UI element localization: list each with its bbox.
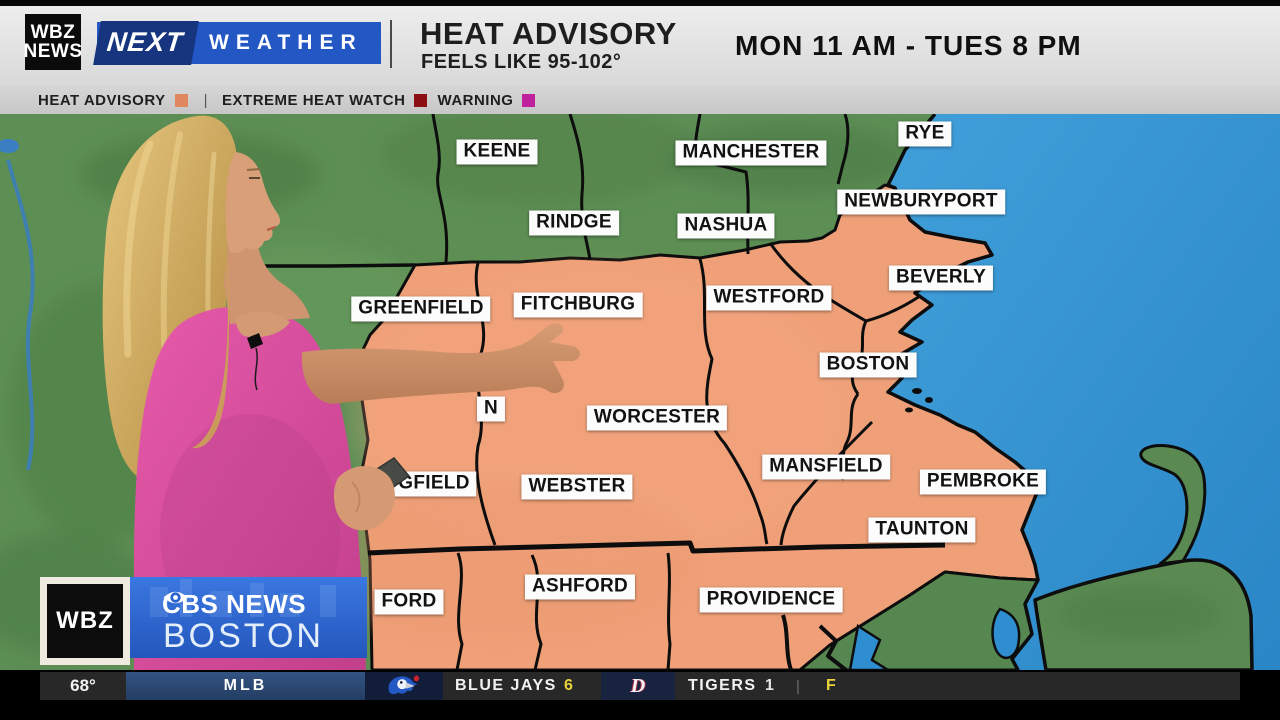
wbz-logo-line1: WBZ (30, 21, 76, 43)
advisory-time-range: MON 11 AM - TUES 8 PM (735, 30, 1082, 61)
map-label-beverly: BEVERLY (888, 265, 994, 291)
skyline-art (150, 579, 336, 617)
cbs-news-text: CBS NEWS (162, 589, 307, 619)
advisory-swatch (174, 93, 188, 107)
next-weather-logo: NEXT WEATHER (93, 21, 381, 65)
map-label-ford: FORD (374, 589, 444, 615)
wbz-bug-text: WBZ (56, 607, 114, 634)
map-label-gfield: GFIELD (391, 471, 477, 497)
advisory-title: HEAT ADVISORY (420, 16, 677, 51)
map-label-ashford: ASHFORD (524, 574, 636, 600)
cbs-eye-icon (163, 591, 188, 604)
warning-swatch (522, 93, 536, 107)
away-team-score: 6 (564, 677, 573, 694)
lake (0, 139, 19, 153)
advisory-subtitle: FEELS LIKE 95-102° (421, 51, 622, 73)
legend-item-watch: EXTREME HEAT WATCH (222, 92, 437, 109)
map-label-taunton: TAUNTON (868, 517, 976, 543)
blue-jays-icon (388, 675, 420, 695)
map-label-rindge: RINDGE (529, 210, 619, 236)
current-temperature: 68° (70, 676, 96, 695)
legend-advisory-label: HEAT ADVISORY (38, 91, 166, 109)
map-label-mansfield: MANSFIELD (762, 454, 890, 480)
game-status-final: F (826, 677, 836, 694)
bay2 (848, 623, 891, 670)
legend-item-advisory: HEAT ADVISORY (38, 92, 198, 109)
map-label-pembroke: PEMBROKE (919, 469, 1047, 495)
map-label-fitchburg: FITCHBURG (513, 292, 643, 318)
map-label-keene: KEENE (456, 139, 538, 165)
league-badge: MLB (126, 672, 365, 700)
legend-warning-label: WARNING (437, 91, 514, 109)
tigers-logo: D (601, 672, 675, 700)
legend-divider: | (203, 91, 209, 109)
next-logo-badge: NEXT (93, 21, 199, 65)
map-label-n: N (476, 396, 506, 422)
map-label-providence: PROVIDENCE (699, 587, 843, 613)
boston-text: BOSTON (163, 617, 324, 655)
weather-logo-text: WEATHER (209, 31, 363, 54)
map-label-nashua: NASHUA (677, 213, 775, 239)
map-label-webster: WEBSTER (521, 474, 633, 500)
watch-swatch (414, 93, 428, 107)
legend-watch-label: EXTREME HEAT WATCH (222, 91, 406, 109)
sports-ticker: 68° MLB BLUE JAYS 6 D TIGERS 1 | F (40, 672, 1240, 700)
cbs-news-boston-logo: CBS NEWS BOSTON (130, 577, 367, 658)
map-label-manchester: MANCHESTER (675, 140, 827, 166)
map-label-newburyport: NEWBURYPORT (837, 189, 1005, 215)
map-label-greenfield: GREENFIELD (351, 296, 491, 322)
ocean (882, 114, 1280, 670)
cape-cod (1033, 444, 1254, 670)
river (6, 159, 35, 471)
home-team-name: TIGERS (688, 677, 757, 694)
legend-item-warning: WARNING (437, 92, 545, 109)
map-label-worcester: WORCESTER (586, 405, 728, 431)
header-banner: WBZ NEWS NEXT WEATHER HEAT ADVISORY FEEL… (0, 6, 1280, 86)
legend-bar: HEAT ADVISORY | EXTREME HEAT WATCH WARNI… (0, 86, 1280, 114)
map-label-westford: WESTFORD (706, 285, 832, 311)
station-bug: WBZ CBS NEWS BOSTON (40, 577, 367, 665)
away-team-name: BLUE JAYS (455, 677, 557, 694)
wbz-logo-line2: NEWS (23, 41, 83, 62)
map-label-rye: RYE (898, 121, 952, 147)
home-team-score: 1 (765, 677, 774, 694)
tigers-d-icon: D (630, 674, 646, 697)
wbz-news-logo: WBZ NEWS (23, 14, 83, 70)
ticker-divider: | (796, 677, 800, 695)
map-label-boston: BOSTON (819, 352, 917, 378)
top-black-bar (0, 0, 1280, 6)
blue-jays-logo (365, 672, 443, 700)
bay (991, 607, 1021, 659)
weather-map: KEENE MANCHESTER RYE RINDGE NASHUA NEWBURYPOR… (0, 114, 1280, 670)
wbz-bug: WBZ (40, 577, 130, 665)
header-divider (390, 20, 392, 68)
harbor-islands (905, 388, 933, 413)
